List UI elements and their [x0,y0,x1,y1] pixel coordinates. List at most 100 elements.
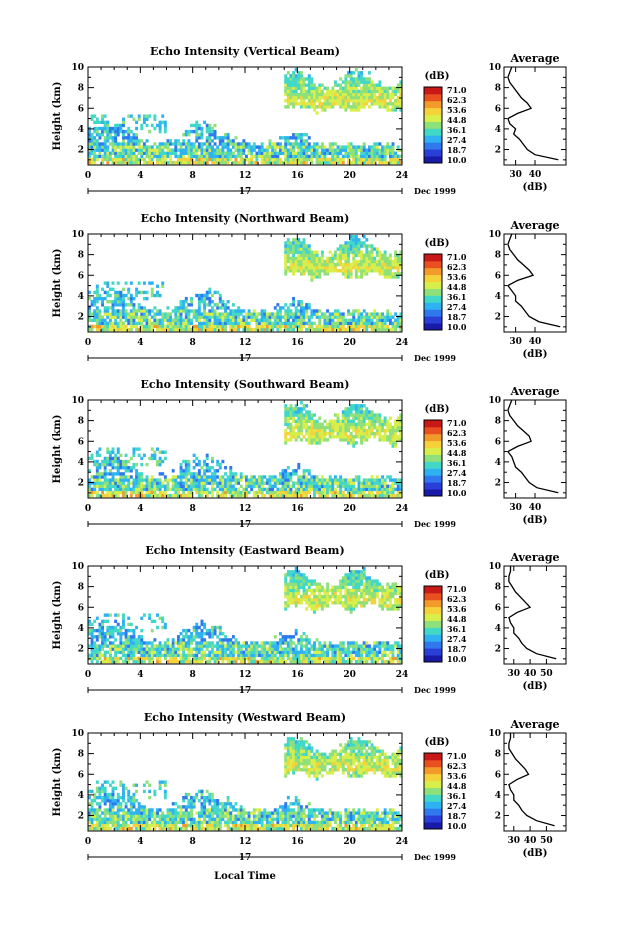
heatmap-cell [187,318,191,322]
heatmap-cell [163,650,167,654]
heatmap-cell [119,484,123,488]
heatmap-cell [174,659,178,664]
heatmap-cell [381,98,384,103]
heatmap-cell [182,318,186,322]
heatmap-cell [320,157,324,162]
heatmap-cell [292,157,296,162]
heatmap-cell [221,490,225,495]
heatmap-cell [98,142,102,146]
heatmap-cell [93,647,97,651]
heatmap-cell [88,309,91,313]
heatmap-cell [388,92,392,97]
heatmap-cell [289,95,293,100]
heatmap-cell [192,154,196,159]
day-label: 17 [239,354,252,364]
heatmap-cell [129,493,133,498]
heatmap-cell [307,256,311,261]
heatmap-cell [129,139,133,143]
heatmap-cell [286,413,290,417]
heatmap-cell [224,472,227,476]
heatmap-cell [297,410,301,414]
heatmap-cell [224,647,227,651]
heatmap-cell [176,318,180,322]
heatmap-cell [234,142,238,146]
heatmap-cell [331,148,335,152]
heatmap-cell [122,160,125,165]
heatmap-cell [213,315,217,319]
heatmap-cell [93,641,97,645]
heatmap-cell [234,136,238,140]
heatmap-cell [362,265,366,270]
heatmap-cell [250,653,254,658]
heatmap-cell [289,102,293,106]
heatmap-cell [108,315,112,319]
heatmap-cell [388,98,392,103]
heatmap-cell [242,650,246,654]
heatmap-cell [132,145,136,149]
heatmap-cell [297,269,301,273]
heatmap-cell [163,641,167,645]
heatmap-cell [383,86,387,90]
heatmap-cell [213,154,217,159]
heatmap-cell [90,650,94,654]
heatmap-cell [93,114,97,118]
heatmap-cell [101,148,104,152]
heatmap-cell [339,438,343,442]
heatmap-cell [111,659,115,664]
heatmap-cell [344,327,348,332]
heatmap-cell [229,469,233,473]
heatmap-cell [318,416,322,420]
heatmap-cell [135,293,139,298]
heatmap-cell [354,160,358,165]
heatmap-cell [331,262,335,267]
heatmap-cell [179,303,183,307]
heatmap-cell [310,438,314,442]
heatmap-cell [192,647,196,651]
heatmap-cell [142,281,146,285]
heatmap-cell [137,487,141,492]
heatmap-cell [289,136,293,140]
heatmap-cell [216,154,220,159]
heatmap-cell [341,318,345,322]
heatmap-cell [208,628,212,633]
heatmap-cell [122,327,125,332]
heatmap-cell [190,659,193,664]
heatmap-cell [336,428,340,433]
heatmap-cell [239,647,243,651]
heatmap-cell [333,92,337,97]
heatmap-cell [114,456,118,461]
heatmap-cell [150,157,154,162]
heatmap-cell [195,628,199,633]
heatmap-cell [127,148,131,152]
heatmap-cell [135,315,139,319]
heatmap-cell [153,312,157,316]
heatmap-cell [383,95,387,100]
heatmap-cell [153,493,157,498]
heatmap-cell [226,638,230,642]
heatmap-cell [218,644,222,648]
heatmap-cell [150,653,154,658]
heatmap-cell [357,475,361,479]
heatmap-cell [140,139,144,143]
heatmap-cell [378,324,382,329]
heatmap-cell [205,490,209,495]
heatmap-cell [116,145,120,149]
heatmap-cell [347,148,350,152]
heatmap-cell [245,641,248,645]
heatmap-cell [354,490,358,495]
heatmap-cell [111,281,115,285]
heatmap-cell [323,95,327,100]
heatmap-cell [354,269,358,273]
heatmap-cell [349,318,353,322]
heatmap-cell [336,324,340,329]
heatmap-cell [276,151,280,155]
heatmap-cell [310,83,314,87]
heatmap-cell [323,435,327,439]
heatmap-cell [265,151,269,155]
heatmap-cell [365,269,369,273]
heatmap-cell [302,238,306,242]
heatmap-cell [347,327,350,332]
heatmap-cell [333,95,337,100]
heatmap-cell [103,650,107,654]
heatmap-cell [357,148,361,152]
